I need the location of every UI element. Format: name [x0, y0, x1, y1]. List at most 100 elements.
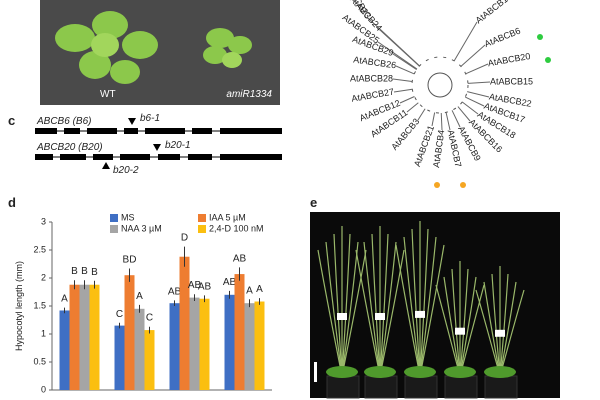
significance-label: C [116, 309, 123, 320]
significance-label: AB [188, 280, 202, 291]
allele-label: b20-1 [165, 140, 191, 151]
bar [169, 303, 180, 390]
pot [484, 375, 518, 399]
significance-label: A [256, 284, 263, 295]
legend-swatch [198, 225, 206, 233]
significance-label: AB [233, 253, 247, 264]
tree-label: AtABCB28 [350, 73, 393, 83]
stem [395, 244, 421, 377]
bar [234, 274, 245, 390]
y-tick-label: 2 [41, 272, 46, 282]
stem [379, 233, 389, 377]
significance-label: A [61, 294, 68, 305]
pot [444, 375, 478, 399]
tree-branch [457, 106, 471, 122]
rosette [404, 366, 436, 378]
tree-label: AtABCB15 [490, 76, 533, 86]
allele-label: b6-1 [140, 113, 160, 124]
marker [537, 34, 543, 40]
marker [460, 182, 466, 188]
label: amiR1334 [226, 89, 272, 100]
stem [379, 241, 397, 377]
panel-c: c ABCB6 (B6) b6-1 ABCB20 (B20) b20-1 b20… [8, 113, 282, 176]
marker [545, 57, 551, 63]
tree-branch [379, 29, 420, 67]
insertion-marker [153, 144, 161, 151]
stem [379, 249, 405, 377]
plant [203, 28, 252, 68]
tree-branch [392, 53, 417, 71]
stem [459, 276, 477, 377]
tag [375, 313, 385, 320]
rosette [484, 366, 516, 378]
insertion-marker [128, 118, 136, 125]
bar [134, 308, 145, 390]
stem [419, 228, 429, 377]
stem [355, 249, 381, 377]
significance-label: D [181, 233, 188, 244]
panel-a: WT amiR1334 [40, 0, 280, 105]
bar [244, 303, 255, 390]
tag [337, 313, 347, 320]
tree-branch [445, 112, 451, 131]
stem [475, 289, 501, 377]
stem [325, 241, 343, 377]
bar [224, 294, 235, 390]
pot [364, 375, 398, 399]
tree-branch [395, 65, 415, 75]
bar [189, 297, 200, 390]
y-tick-label: 0 [41, 384, 46, 394]
significance-label: A [246, 285, 253, 296]
significance-label: C [146, 313, 153, 324]
stem [459, 268, 469, 377]
stem [419, 236, 437, 377]
tree-branch [399, 96, 415, 104]
legend-swatch [198, 214, 206, 222]
tree-branch [467, 81, 491, 84]
bar [59, 310, 70, 390]
tree-branch [465, 96, 485, 107]
insertion-marker [102, 162, 110, 169]
legend-swatch [110, 214, 118, 222]
stem [333, 233, 343, 377]
significance-label: AB [198, 281, 212, 292]
bar [254, 301, 265, 390]
stem [363, 241, 381, 377]
tree-label: AtABCB6 [483, 26, 522, 50]
tag [455, 327, 465, 335]
pot [326, 375, 360, 399]
rosette [364, 366, 396, 378]
stem [499, 289, 525, 377]
stem [435, 284, 461, 377]
stem [341, 249, 367, 377]
bar [199, 298, 210, 390]
tree-branch [392, 78, 413, 82]
tree-branch [411, 56, 469, 114]
stem [419, 244, 445, 377]
y-tick-label: 3 [41, 216, 46, 226]
significance-label: B [71, 266, 78, 277]
stem [499, 273, 509, 377]
stem [499, 281, 517, 377]
tree-branch [417, 108, 426, 121]
panel-letter: e [310, 195, 317, 210]
bar [144, 330, 155, 390]
stem [483, 281, 501, 377]
tree-branch [440, 112, 443, 131]
stem [317, 249, 343, 377]
tree-branch [460, 44, 486, 67]
significance-label: AB [223, 277, 237, 288]
panel-e: e [310, 195, 560, 399]
y-tick-label: 0.5 [33, 356, 46, 366]
y-axis-label: Hypocotyl length (mm) [14, 261, 24, 351]
tree-branch [427, 72, 453, 98]
stem [371, 233, 381, 377]
panel-letter: d [8, 195, 16, 210]
tree-label: AtABCB20 [487, 51, 531, 68]
y-tick-label: 1.5 [33, 300, 46, 310]
legend-swatch [110, 225, 118, 233]
tree-branch [467, 91, 490, 98]
pot [404, 375, 438, 399]
tag [495, 329, 505, 337]
